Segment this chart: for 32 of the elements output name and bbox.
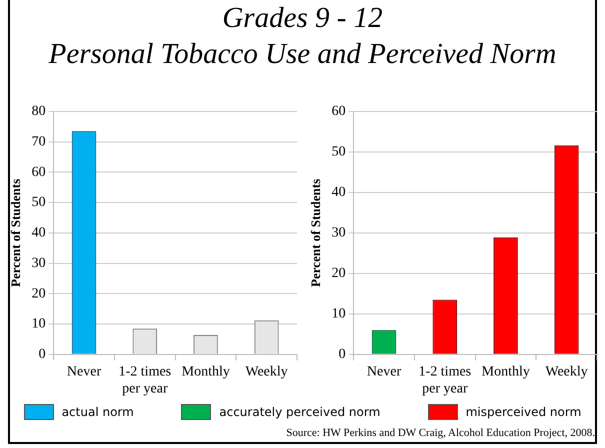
y-tick-label: 0 [338,347,346,362]
x-tick-label: Never [66,364,102,380]
legend-label: actual norm [62,405,134,419]
x-tick-label: Weekly [545,364,588,380]
y-tick-label: 20 [32,286,46,302]
y-tick-label: 10 [332,306,346,322]
y-tick-label: 30 [332,226,346,241]
x-tick-label: 1-2 times per year [418,364,472,396]
x-tick-label: Weekly [245,364,288,380]
y-tick-label: 70 [32,134,46,150]
y-tick-label: 0 [38,347,46,362]
y-tick-label: 20 [332,266,346,282]
y-tick-label: 80 [32,104,46,120]
y-tick-label: 40 [332,185,346,200]
x-tick-label: 1-2 times per year [118,364,172,396]
source-note: Source: HW Perkins and DW Craig, Alcohol Education Project, 2008. [286,427,595,439]
y-tick-label: 50 [332,144,346,160]
legend-label: accurately perceived norm [219,405,380,419]
y-tick-label: 40 [32,226,46,241]
chart-subtitle: Personal Tobacco Use and Perceived Norm [48,37,558,72]
y-tick-label: 60 [332,104,346,120]
y-tick-label: 30 [32,256,46,271]
x-tick-label: Monthly [482,364,530,380]
y-tick-label: 60 [32,164,46,180]
x-tick-label: Monthly [182,364,230,380]
y-axis-title: Percent of Students [8,178,24,287]
y-axis-title: Percent of Students [308,178,324,287]
legend-label: misperceived norm [466,405,582,419]
y-tick-label: 50 [32,195,46,210]
x-tick-label: Never [366,364,402,380]
chart-title: Grades 9 - 12 [221,1,384,36]
y-tick-label: 10 [32,316,46,332]
